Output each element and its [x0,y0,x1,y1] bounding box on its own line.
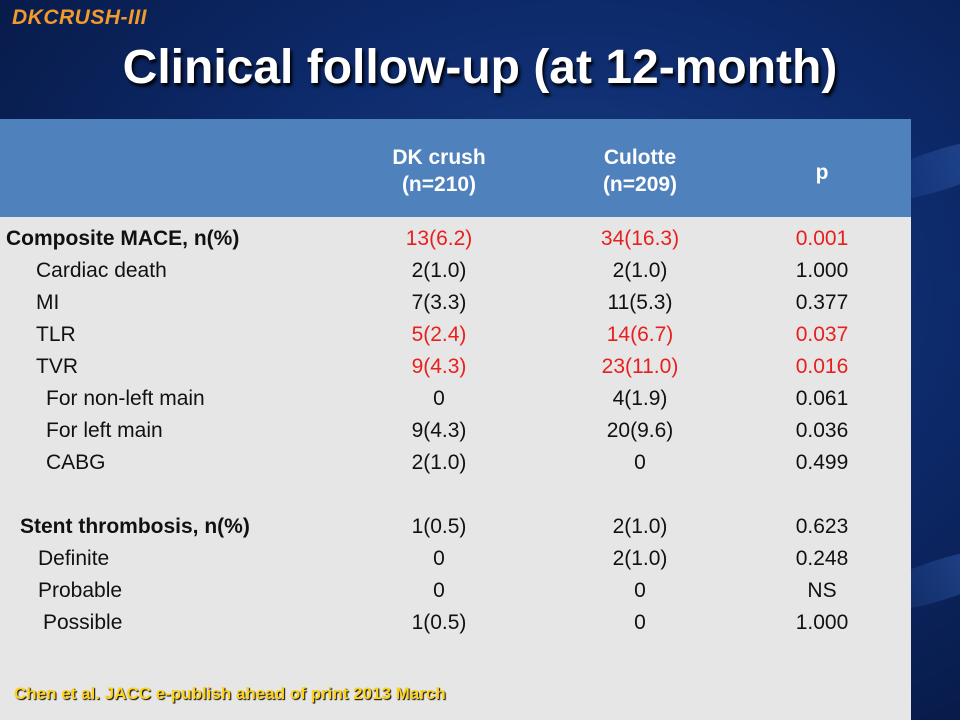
cell-p-value: NS [807,579,837,602]
table-row: For non-left main 0 4(1.9) 0.061 [0,383,911,415]
citation: Chen et al. JACC e-publish ahead of prin… [14,684,446,703]
cell-dk-crush: 1(0.5) [411,611,467,634]
row-label: Probable [38,579,123,602]
cell-dk-crush: 7(3.3) [411,291,467,314]
table-row: TLR 5(2.4) 14(6.7) 0.037 [0,319,911,351]
cell-p-value: 0.036 [795,419,849,442]
cell-dk-crush: 0 [433,547,445,570]
cell-p-value: 0.001 [795,227,849,250]
cell-p-value: 1.000 [795,611,849,634]
header-dk-crush: DK crush (n=210) [392,146,486,196]
cell-culotte: 0 [634,579,646,602]
slide-title: Clinical follow-up (at 12-month) [122,41,838,94]
cell-p-value: 0.248 [795,547,849,570]
table-row: For left main 9(4.3) 20(9.6) 0.036 [0,415,911,447]
cell-culotte: 4(1.9) [612,387,668,410]
cell-dk-crush: 13(6.2) [405,227,473,250]
cell-culotte: 2(1.0) [612,515,668,538]
cell-culotte: 11(5.3) [607,291,673,314]
cell-p-value: 0.499 [795,451,849,474]
row-label: TVR [36,355,78,378]
table-row: Definite 0 2(1.0) 0.248 [0,543,911,575]
table-header: DK crush (n=210) Culotte (n=209) p [0,119,911,217]
cell-dk-crush: 2(1.0) [411,451,467,474]
row-label: CABG [46,451,106,474]
table-row: Stent thrombosis, n(%) 1(0.5) 2(1.0) 0.6… [0,511,911,543]
row-label: MI [36,291,60,314]
cell-culotte: 34(16.3) [600,227,680,250]
cell-dk-crush: 9(4.3) [411,419,467,442]
results-table: DK crush (n=210) Culotte (n=209) p Compo… [0,119,911,720]
table-row: Possible 1(0.5) 0 1.000 [0,607,911,639]
row-label: TLR [36,323,76,346]
row-label: For non-left main [46,387,205,410]
cell-culotte: 0 [634,611,646,634]
cell-culotte: 14(6.7) [606,323,674,346]
cell-dk-crush: 1(0.5) [411,515,467,538]
cell-p-value: 0.016 [795,355,849,378]
table-row: TVR 9(4.3) 23(11.0) 0.016 [0,351,911,383]
row-label: Composite MACE, n(%) [6,227,240,250]
row-label: Possible [43,611,123,634]
table-row: MI 7(3.3) 11(5.3) 0.377 [0,287,911,319]
row-label: Stent thrombosis, n(%) [20,515,250,538]
table-row: Probable 0 0 NS [0,575,911,607]
cell-dk-crush: 0 [433,387,445,410]
cell-p-value: 0.061 [795,387,849,410]
cell-dk-crush: 2(1.0) [411,259,467,282]
cell-dk-crush: 0 [433,579,445,602]
table-row: Cardiac death 2(1.0) 2(1.0) 1.000 [0,255,911,287]
table-row: Composite MACE, n(%) 13(6.2) 34(16.3) 0.… [0,223,911,255]
row-label: For left main [46,419,163,442]
header-culotte: Culotte (n=209) [602,146,678,196]
cell-culotte: 2(1.0) [612,547,668,570]
cell-p-value: 0.377 [795,291,849,314]
cell-p-value: 0.037 [795,323,849,346]
table-row: CABG 2(1.0) 0 0.499 [0,447,911,479]
header-p-value: p [815,161,829,184]
cell-culotte: 23(11.0) [601,355,679,378]
row-label: Definite [38,547,110,570]
row-label: Cardiac death [36,259,167,282]
cell-p-value: 0.623 [795,515,849,538]
cell-p-value: 1.000 [795,259,849,282]
cell-dk-crush: 5(2.4) [411,323,467,346]
cell-culotte: 2(1.0) [612,259,668,282]
cell-culotte: 0 [634,451,646,474]
cell-culotte: 20(9.6) [606,419,674,442]
brand-label: DKCRUSH-III [12,6,147,29]
cell-dk-crush: 9(4.3) [411,355,467,378]
